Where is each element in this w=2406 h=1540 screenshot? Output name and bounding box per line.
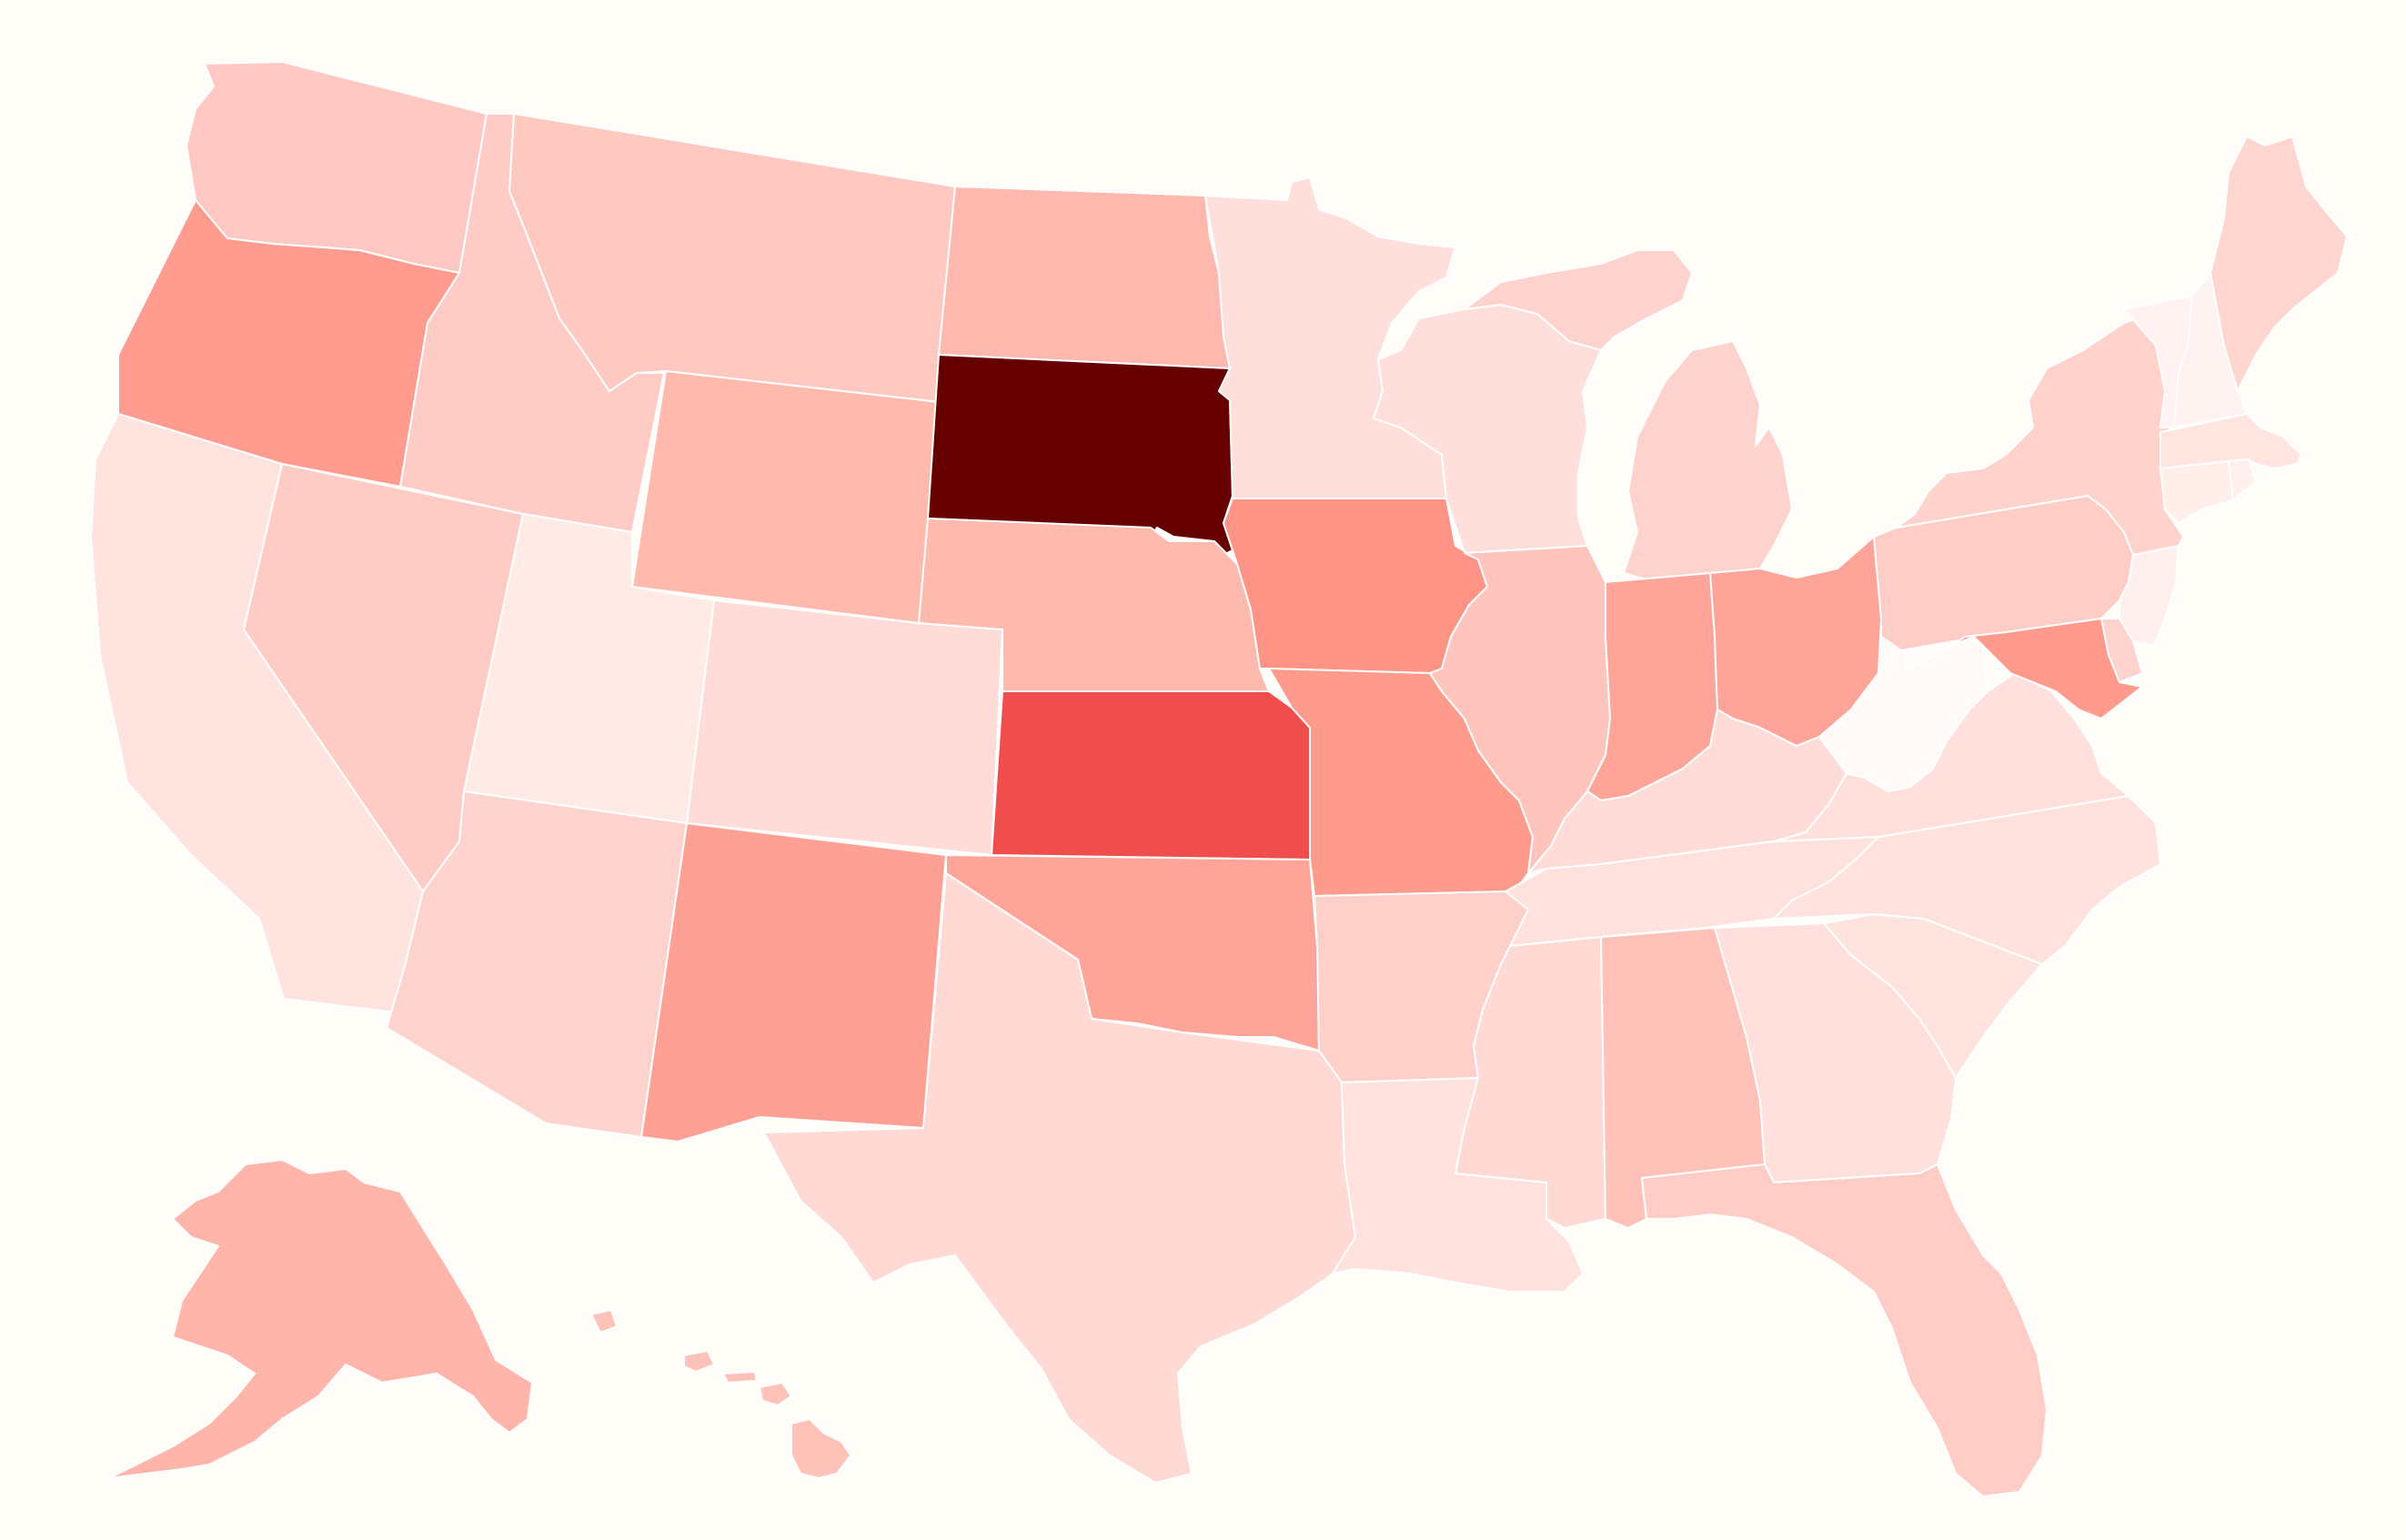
state-hawaii-kauai[interactable] [590,1309,618,1334]
state-colorado[interactable] [686,599,1003,856]
state-kansas[interactable] [991,690,1311,861]
state-michigan-upper[interactable] [1464,249,1693,351]
state-alaska[interactable] [108,1159,533,1479]
state-maryland[interactable] [1950,618,2143,720]
state-hawaii-maui[interactable] [759,1382,792,1406]
state-hawaii-molokai[interactable] [722,1371,758,1384]
state-north-dakota[interactable] [938,186,1231,369]
state-maine[interactable] [2210,136,2348,392]
state-hawaii[interactable] [790,1418,851,1479]
state-wyoming[interactable] [631,370,940,624]
state-florida[interactable] [1641,1163,2048,1497]
state-north-carolina[interactable] [1773,795,2161,965]
state-new-mexico[interactable] [640,822,947,1142]
state-new-jersey[interactable] [2119,545,2179,647]
state-hawaii-oahu[interactable] [683,1350,715,1373]
state-rhode-island[interactable] [2228,458,2257,501]
